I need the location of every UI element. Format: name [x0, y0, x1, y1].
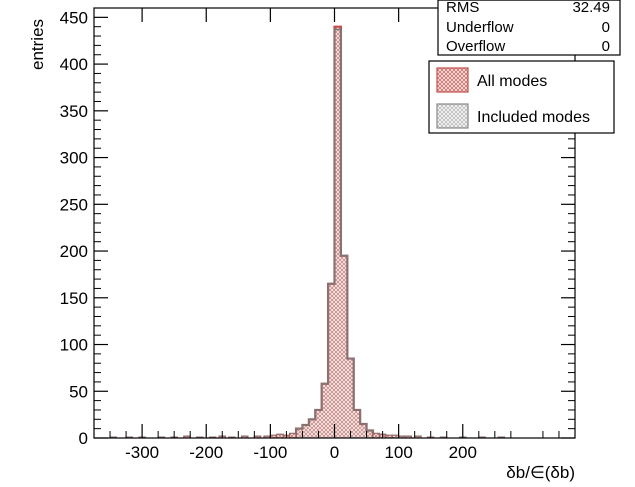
legend-label-all-modes: All modes	[477, 73, 547, 90]
bar-included-modes	[321, 383, 329, 438]
legend-swatch-all-modes	[436, 67, 469, 93]
stats-value-overflow: 0	[602, 38, 610, 55]
y-tick-label: 0	[79, 429, 88, 448]
stats-value-rms: 32.49	[572, 0, 610, 16]
y-tick-label: 150	[60, 289, 88, 308]
baseline-bin	[289, 432, 297, 438]
stats-label-overflow: Overflow	[446, 38, 505, 55]
x-tick-label: -200	[189, 443, 223, 462]
baseline-bin	[372, 432, 380, 438]
bar-included-modes	[315, 409, 322, 438]
bar-included-modes	[334, 29, 341, 438]
y-tick-label: 400	[60, 55, 88, 74]
x-tick-label: -100	[253, 443, 287, 462]
stats-value-underflow: 0	[602, 19, 610, 36]
bar-included-modes	[296, 428, 303, 438]
y-tick-label: 350	[60, 102, 88, 121]
y-tick-label: 100	[60, 336, 88, 355]
bar-included-modes	[308, 419, 316, 438]
bar-included-modes	[302, 424, 309, 438]
x-tick-label: -300	[125, 443, 159, 462]
x-tick-label: 200	[449, 443, 477, 462]
histogram-outline	[294, 25, 375, 438]
bar-included-modes	[360, 423, 367, 438]
legend: All modes Included modes	[428, 60, 615, 134]
y-axis-title: entries	[28, 19, 47, 70]
bar-included-modes	[366, 430, 373, 438]
y-tick-label: 200	[60, 242, 88, 261]
stats-box: RMS 32.49 Underflow 0 Overflow 0	[437, 0, 621, 56]
bar-included-modes	[340, 255, 348, 438]
stats-label-rms: RMS	[446, 0, 479, 16]
legend-label-included-modes: Included modes	[477, 109, 590, 126]
stats-label-underflow: Underflow	[446, 19, 514, 36]
series-line-included-modes	[295, 28, 374, 438]
bar-included-modes	[328, 283, 335, 438]
y-tick-label: 50	[69, 382, 88, 401]
legend-swatch-included-modes	[436, 103, 469, 129]
y-tick-label: 250	[60, 195, 88, 214]
y-tick-label: 450	[60, 8, 88, 27]
x-tick-label: 0	[330, 443, 339, 462]
x-axis-title: δb/∈(δb)	[506, 463, 575, 482]
bar-included-modes	[347, 358, 354, 438]
x-tick-label: 100	[384, 443, 412, 462]
y-tick-label: 300	[60, 149, 88, 168]
bar-included-modes	[353, 409, 361, 438]
histogram-bins	[296, 26, 373, 438]
